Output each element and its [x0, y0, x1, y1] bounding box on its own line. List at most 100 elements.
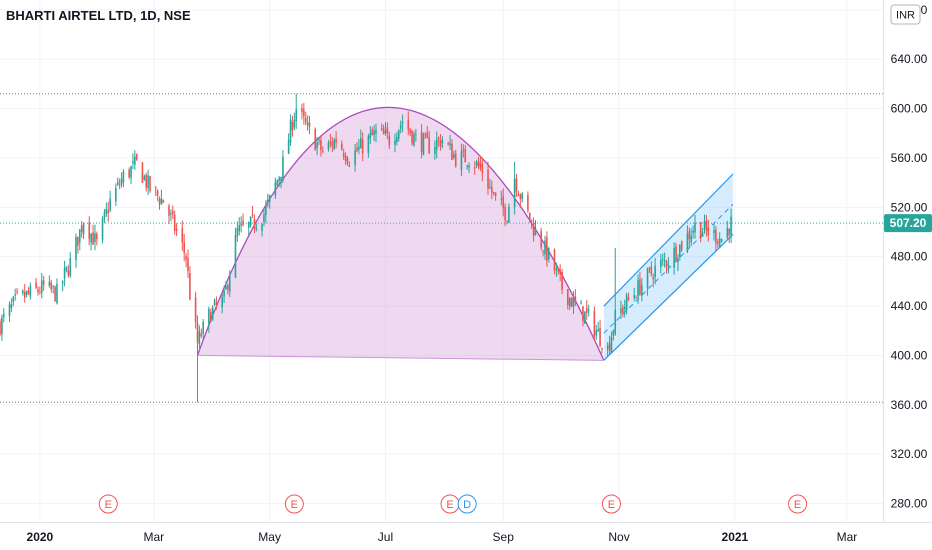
earnings-marker[interactable]: E [440, 494, 460, 514]
candle-body [308, 122, 311, 128]
cup-fill [197, 107, 604, 361]
candle-body [635, 297, 637, 299]
earnings-marker[interactable]: E [601, 494, 621, 514]
candle-body [413, 133, 415, 146]
earnings-marker[interactable]: E [788, 494, 808, 514]
candle-body [595, 330, 598, 336]
candle-body [42, 280, 45, 285]
svg-text:507.20: 507.20 [890, 216, 927, 230]
candle-body [652, 277, 655, 280]
candle-body [654, 265, 656, 277]
candle-body [358, 146, 360, 150]
currency-button[interactable]: INR [890, 4, 921, 25]
x-tick-label: Nov [608, 530, 629, 544]
candle-body [173, 214, 176, 231]
candle-body [103, 212, 106, 218]
x-tick-label: Jul [378, 530, 393, 544]
candle-body [162, 199, 165, 203]
candle-body [466, 165, 468, 167]
candle-body [132, 161, 134, 164]
candle-body [380, 128, 383, 130]
candle-body [346, 158, 349, 164]
candle-body [61, 281, 64, 284]
candle-body [194, 297, 197, 323]
candle-body [331, 141, 334, 147]
candle-body [555, 268, 558, 270]
candle-body [1, 317, 3, 335]
candle-body [221, 296, 223, 308]
candle-body [39, 291, 41, 293]
x-tick-label: 2020 [27, 530, 54, 544]
candle-body [249, 216, 252, 226]
candle-body [481, 164, 484, 174]
candle-body [149, 176, 151, 191]
candle-body [225, 286, 227, 290]
candle-body [680, 241, 683, 251]
dividend-marker[interactable]: D [457, 494, 477, 514]
candle-body [530, 219, 533, 221]
candle-body [646, 268, 649, 289]
candle-body [513, 178, 516, 208]
candle-body [185, 256, 187, 260]
candle-body [508, 206, 510, 223]
channel-upper-line[interactable] [603, 173, 734, 307]
candle-body [494, 192, 497, 197]
candle-body [620, 308, 622, 314]
price-axis-bg [884, 0, 932, 522]
candle-body [447, 143, 449, 145]
candle-body [278, 177, 280, 182]
candle-body [172, 211, 174, 215]
candle-body [115, 187, 117, 202]
candle-body [582, 306, 584, 322]
candle-body [453, 154, 455, 158]
time-axis[interactable]: 2020 Mar May Jul Sep Nov 2021 Mar [27, 530, 858, 544]
channel-lower-line[interactable] [603, 234, 734, 361]
earnings-marker[interactable]: E [98, 494, 118, 514]
candle-body [21, 290, 24, 293]
candle-body [280, 176, 282, 181]
candle-body [335, 138, 337, 143]
candle-body [10, 304, 13, 308]
cup-arc[interactable] [196, 106, 605, 361]
earnings-marker[interactable]: E [284, 494, 304, 514]
candle-body [25, 290, 28, 295]
currency-label: INR [896, 10, 915, 22]
candle-body [134, 156, 136, 165]
candle-body [122, 171, 125, 183]
candle-body [504, 206, 506, 221]
candle-body [411, 130, 413, 144]
candle-body [78, 229, 81, 243]
candle-body [553, 249, 556, 271]
candle-body [399, 124, 402, 129]
candle-body [187, 257, 189, 272]
candle-body [295, 109, 298, 122]
y-tick-label: 520.00 [891, 200, 928, 214]
candle-body [599, 328, 601, 346]
candle-body [80, 225, 83, 232]
candle-body [223, 290, 225, 297]
y-tick-label: 280.00 [891, 496, 928, 510]
candle-body [75, 236, 77, 261]
event-label: D [463, 499, 471, 511]
candle-body [728, 228, 730, 236]
candle-body [116, 181, 119, 185]
candle-body [718, 238, 721, 247]
candle-body [527, 195, 529, 211]
candle-body [559, 270, 561, 275]
candle-body [584, 311, 586, 324]
candle-body [35, 282, 37, 288]
candle-body [234, 235, 237, 278]
candle-body [633, 295, 636, 299]
candle-body [213, 299, 216, 306]
candle-body [118, 184, 121, 186]
candle-body [489, 186, 491, 188]
candle-body [519, 194, 522, 200]
event-circle [457, 494, 477, 514]
candle-body [371, 129, 373, 136]
candle-body [154, 187, 157, 189]
candle-body [369, 133, 372, 139]
candle-body [247, 222, 250, 228]
candle-body [612, 330, 615, 336]
cup-pattern[interactable] [196, 106, 605, 361]
